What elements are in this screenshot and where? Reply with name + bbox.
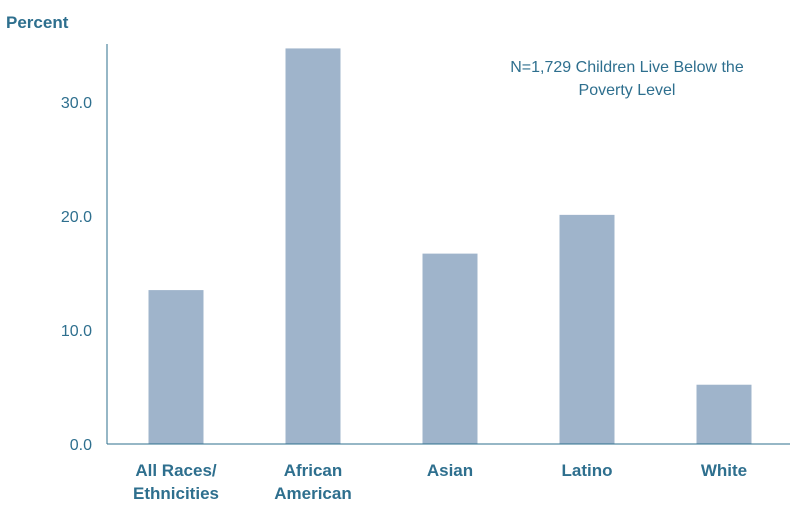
y-tick-label: 20.0 bbox=[61, 209, 92, 226]
x-category-label: White bbox=[701, 461, 747, 480]
x-category-label: Ethnicities bbox=[133, 484, 219, 503]
bar bbox=[148, 290, 204, 444]
y-tick-label: 30.0 bbox=[61, 95, 92, 112]
bars-group bbox=[148, 48, 752, 445]
annotation-line: Poverty Level bbox=[579, 82, 676, 99]
annotation-line: N=1,729 Children Live Below the bbox=[510, 59, 744, 76]
bar bbox=[285, 48, 341, 445]
x-category-label: Asian bbox=[427, 461, 473, 480]
y-axis-label: Percent bbox=[6, 13, 69, 32]
x-category-label: American bbox=[274, 484, 351, 503]
x-category-label: African bbox=[284, 461, 343, 480]
bar bbox=[696, 384, 752, 444]
y-tick-labels: 0.0 10.0 20.0 30.0 bbox=[61, 95, 92, 454]
chart-annotation: N=1,729 Children Live Below the Poverty L… bbox=[510, 59, 744, 99]
bar bbox=[559, 214, 615, 444]
bar bbox=[422, 253, 478, 444]
y-tick-label: 0.0 bbox=[70, 437, 92, 454]
x-category-labels: All Races/Ethnicities African American Asia… bbox=[133, 461, 747, 503]
x-category-label: All Races/ bbox=[135, 461, 217, 480]
y-tick-label: 10.0 bbox=[61, 323, 92, 340]
x-category-label: Latino bbox=[562, 461, 613, 480]
